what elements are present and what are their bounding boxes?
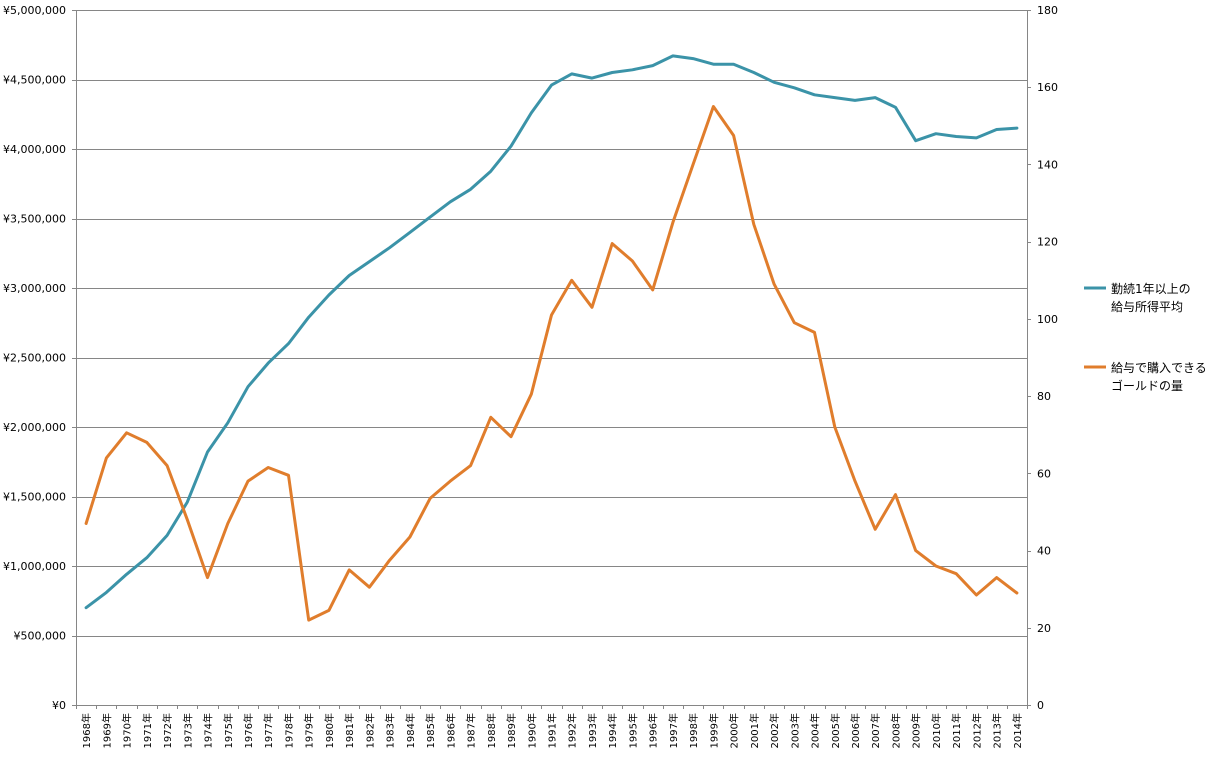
left-tick-label: ¥0 bbox=[52, 699, 66, 712]
x-tick-label: 1994年 bbox=[606, 713, 619, 748]
x-tick-label: 1976年 bbox=[242, 713, 255, 748]
data-series bbox=[84, 54, 1019, 622]
left-tick-label: ¥3,500,000 bbox=[3, 213, 66, 226]
left-tick-label: ¥2,000,000 bbox=[3, 421, 66, 434]
x-tick-label: 1987年 bbox=[465, 713, 478, 748]
x-tick-label: 1972年 bbox=[161, 713, 174, 748]
x-tick-label: 2000年 bbox=[728, 713, 741, 748]
x-tick-label: 1979年 bbox=[303, 713, 316, 748]
x-tick-label: 1984年 bbox=[404, 713, 417, 748]
left-tick-label: ¥500,000 bbox=[14, 630, 67, 643]
right-tick-label: 140 bbox=[1037, 158, 1058, 171]
x-tick-label: 1998年 bbox=[687, 713, 700, 748]
gridlines bbox=[76, 10, 1027, 637]
right-tick-label: 160 bbox=[1037, 81, 1058, 94]
x-tick-label: 1969年 bbox=[100, 713, 113, 748]
legend-label: 給与で購入できる bbox=[1111, 361, 1207, 375]
x-tick-label: 1996年 bbox=[647, 713, 660, 748]
right-tick-label: 20 bbox=[1037, 622, 1051, 635]
x-tick-label: 1968年 bbox=[80, 713, 93, 748]
legend-label: 勤続1年以上の bbox=[1111, 282, 1191, 296]
x-tick-label: 2005年 bbox=[829, 713, 842, 748]
right-tick-label: 0 bbox=[1037, 699, 1044, 712]
left-tick-label: ¥1,500,000 bbox=[3, 491, 66, 504]
right-tick-label: 60 bbox=[1037, 467, 1051, 480]
right-axis-tick-labels: 0 20 40 60 80 100 120 140 160 180 bbox=[1037, 4, 1058, 712]
x-tick-label: 2010年 bbox=[930, 713, 943, 748]
left-tick-label: ¥4,000,000 bbox=[3, 143, 66, 156]
x-tick-label: 1975年 bbox=[222, 713, 235, 748]
left-tick-label: ¥1,000,000 bbox=[3, 560, 66, 573]
right-tick-label: 40 bbox=[1037, 545, 1051, 558]
series-line-2 bbox=[84, 105, 1019, 622]
x-tick-label: 1971年 bbox=[141, 713, 154, 748]
x-tick-label: 2001年 bbox=[748, 713, 761, 748]
x-tick-label: 2002年 bbox=[768, 713, 781, 748]
x-tick-label: 2006年 bbox=[849, 713, 862, 748]
x-tick-label: 1999年 bbox=[707, 713, 720, 748]
x-tick-label: 1977年 bbox=[262, 713, 275, 748]
legend-label: ゴールドの量 bbox=[1111, 378, 1183, 393]
right-tick-label: 80 bbox=[1037, 390, 1051, 403]
x-tick-label: 2004年 bbox=[809, 713, 822, 748]
x-tick-label: 1993年 bbox=[586, 713, 599, 748]
x-tick-label: 1973年 bbox=[181, 713, 194, 748]
right-tick-label: 120 bbox=[1037, 236, 1058, 249]
x-tick-label: 1988年 bbox=[485, 713, 498, 748]
x-tick-label: 2012年 bbox=[970, 713, 983, 748]
left-tick-label: ¥2,500,000 bbox=[3, 352, 66, 365]
x-tick-label: 1982年 bbox=[363, 713, 376, 748]
axes bbox=[72, 10, 1031, 709]
series-line-1 bbox=[84, 54, 1019, 610]
left-axis-tick-labels: ¥0 ¥500,000 ¥1,000,000 ¥1,500,000 ¥2,000,000… bbox=[3, 4, 66, 712]
x-tick-label: 2008年 bbox=[889, 713, 902, 748]
left-tick-label: ¥5,000,000 bbox=[3, 4, 66, 17]
x-tick-label: 1992年 bbox=[566, 713, 579, 748]
x-tick-label: 2007年 bbox=[869, 713, 882, 748]
x-tick-label: 1980年 bbox=[323, 713, 336, 748]
x-tick-label: 1974年 bbox=[202, 713, 215, 748]
x-tick-label: 2003年 bbox=[788, 713, 801, 748]
right-tick-label: 180 bbox=[1037, 4, 1058, 17]
x-tick-label: 1990年 bbox=[525, 713, 538, 748]
x-tick-label: 1981年 bbox=[343, 713, 356, 748]
right-tick-label: 100 bbox=[1037, 313, 1058, 326]
left-tick-label: ¥3,000,000 bbox=[3, 282, 66, 295]
x-tick-label: 1978年 bbox=[282, 713, 295, 748]
x-tick-label: 1991年 bbox=[546, 713, 559, 748]
x-tick-label: 1997年 bbox=[667, 713, 680, 748]
legend-label: 給与所得平均 bbox=[1111, 299, 1183, 314]
x-tick-label: 1986年 bbox=[444, 713, 457, 748]
x-tick-label: 1985年 bbox=[424, 713, 437, 748]
x-tick-label: 1995年 bbox=[626, 713, 639, 748]
x-tick-label: 2014年 bbox=[1011, 713, 1024, 748]
x-tick-label: 1989年 bbox=[505, 713, 518, 748]
left-tick-label: ¥4,500,000 bbox=[3, 74, 66, 87]
x-tick-label: 1983年 bbox=[384, 713, 397, 748]
x-tick-label: 2011年 bbox=[950, 713, 963, 748]
x-tick-label: 2009年 bbox=[910, 713, 923, 748]
x-axis-tick-labels: 1968年 1969年 1970年 1971年 1972年 1973年 1974年 1975年… bbox=[80, 713, 1024, 748]
x-tick-label: 1970年 bbox=[121, 713, 134, 748]
x-tick-label: 2013年 bbox=[991, 713, 1004, 748]
